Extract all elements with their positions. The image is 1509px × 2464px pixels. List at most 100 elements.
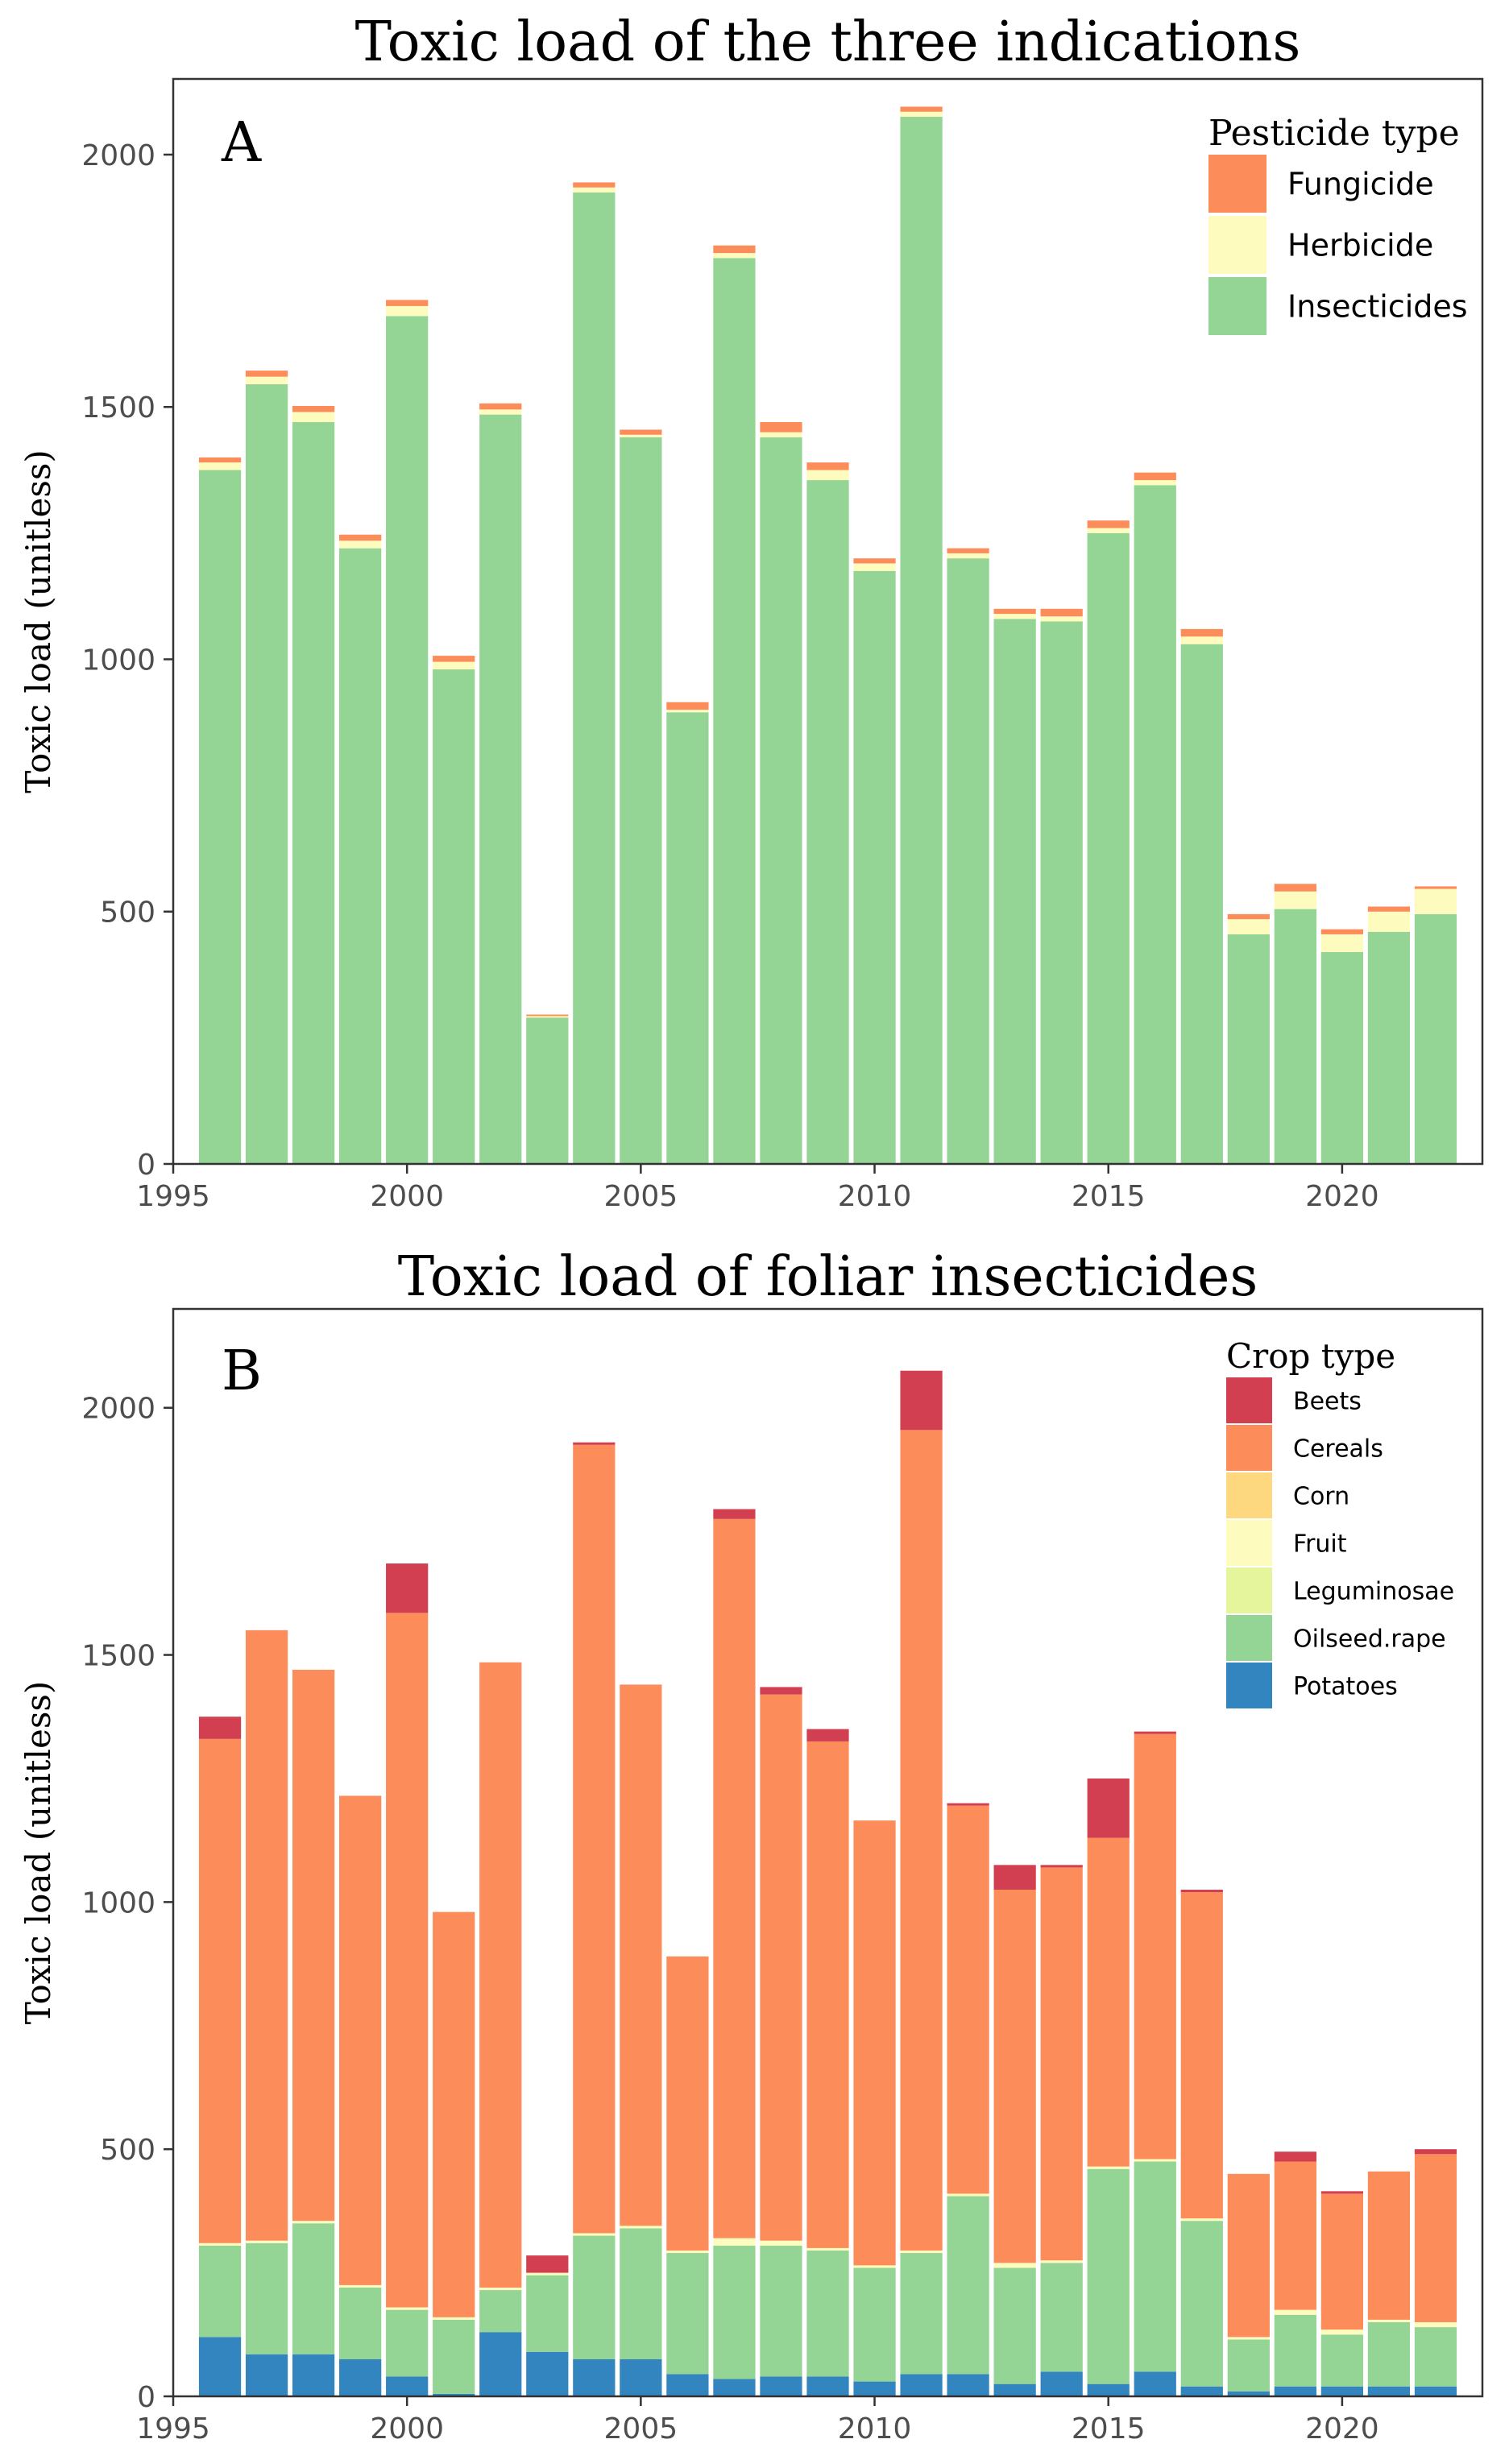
bar-herbicide-2019 xyxy=(1274,891,1316,909)
bar-potatoes-2000 xyxy=(386,2376,429,2396)
bar-fruit-2008 xyxy=(760,2240,802,2246)
plot-border xyxy=(172,1307,1484,2398)
bar-oilseed-rape-2000 xyxy=(386,2309,429,2377)
bar-fruit-2013 xyxy=(993,2263,1036,2268)
bar-insecticides-2001 xyxy=(433,669,475,1164)
bar-potatoes-2005 xyxy=(620,2358,662,2396)
bar-cereals-2015 xyxy=(1087,1837,1130,2167)
bar-potatoes-2015 xyxy=(1087,2383,1130,2396)
bar-herbicide-2010 xyxy=(853,563,896,571)
bar-fungicide-2006 xyxy=(666,702,709,710)
bar-potatoes-2020 xyxy=(1320,2386,1364,2396)
bar-fungicide-2011 xyxy=(900,106,943,112)
bar-insecticides-2007 xyxy=(713,258,756,1164)
bar-beets-2007 xyxy=(713,1509,756,1519)
bar-fungicide-2013 xyxy=(993,608,1036,615)
legend-label-insecticides: Insecticides xyxy=(1287,289,1468,325)
bar-fungicide-2005 xyxy=(620,429,662,435)
legend-label-fruit: Fruit xyxy=(1293,1530,1347,1558)
bar-oilseed-rape-2010 xyxy=(853,2267,896,2382)
bar-cereals-2000 xyxy=(386,1613,429,2308)
legend-label-fungicide: Fungicide xyxy=(1287,167,1434,202)
bar-potatoes-2007 xyxy=(713,2379,756,2396)
bar-fruit-2002 xyxy=(479,2288,522,2291)
y-tick-label: 500 xyxy=(100,2134,155,2167)
bar-fungicide-2021 xyxy=(1367,906,1411,912)
bar-cereals-2008 xyxy=(760,1694,802,2241)
bar-oilseed-rape-1998 xyxy=(292,2223,335,2354)
bar-potatoes-2013 xyxy=(993,2383,1036,2396)
bar-herbicide-1997 xyxy=(245,376,288,385)
bar-herbicide-2003 xyxy=(526,1016,569,1018)
bar-cereals-2001 xyxy=(433,1911,475,2317)
bar-fungicide-2015 xyxy=(1087,520,1130,528)
legend-title: Pesticide type xyxy=(1208,113,1460,154)
bar-herbicide-1999 xyxy=(339,540,382,549)
bar-fruit-2019 xyxy=(1274,2309,1316,2315)
bar-fruit-2005 xyxy=(620,2226,662,2229)
bar-fungicide-2014 xyxy=(1040,608,1083,617)
legend-label-beets: Beets xyxy=(1293,1387,1362,1415)
bar-cereals-2020 xyxy=(1320,2193,1364,2330)
bar-potatoes-2002 xyxy=(479,2332,522,2396)
bar-potatoes-2011 xyxy=(900,2374,943,2396)
bar-fungicide-2001 xyxy=(433,656,475,662)
legend-label-potatoes: Potatoes xyxy=(1293,1672,1398,1700)
bar-herbicide-2009 xyxy=(806,470,849,481)
bar-herbicide-2021 xyxy=(1367,911,1411,932)
bar-beets-2015 xyxy=(1087,1778,1130,1838)
bar-potatoes-1998 xyxy=(292,2354,335,2396)
bar-potatoes-1997 xyxy=(245,2354,288,2396)
bar-cereals-2005 xyxy=(620,1684,662,2226)
bar-cereals-2017 xyxy=(1180,1892,1223,2219)
bar-fruit-2004 xyxy=(573,2233,616,2236)
legend-key-oilseed-rape xyxy=(1226,1615,1272,1661)
bar-fruit-1996 xyxy=(198,2242,242,2246)
bar-insecticides-2013 xyxy=(993,619,1036,1164)
bar-oilseed-rape-2020 xyxy=(1320,2334,1364,2387)
bar-beets-2009 xyxy=(806,1729,849,1741)
bar-potatoes-1999 xyxy=(339,2358,382,2396)
bar-cereals-1996 xyxy=(198,1738,242,2243)
bar-potatoes-2010 xyxy=(853,2381,896,2396)
bar-insecticides-2000 xyxy=(386,316,429,1165)
x-tick-label: 2000 xyxy=(370,1180,444,1213)
bar-fungicide-2008 xyxy=(760,422,802,433)
bar-fungicide-2017 xyxy=(1180,628,1223,637)
bar-cereals-2022 xyxy=(1414,2154,1457,2322)
bar-potatoes-2006 xyxy=(666,2374,709,2396)
bar-oilseed-rape-2009 xyxy=(806,2250,849,2377)
bar-cereals-2019 xyxy=(1274,2161,1316,2310)
bar-insecticides-1996 xyxy=(198,470,242,1164)
bar-beets-2003 xyxy=(526,2255,569,2273)
bar-fruit-2014 xyxy=(1040,2260,1083,2263)
bar-insecticides-2018 xyxy=(1227,934,1270,1164)
bar-cereals-2011 xyxy=(900,1430,943,2251)
bar-herbicide-1996 xyxy=(198,462,242,470)
bar-fruit-2015 xyxy=(1087,2166,1130,2169)
y-tick-label: 0 xyxy=(137,1149,155,1182)
legend-key-corn xyxy=(1226,1472,1272,1518)
bars xyxy=(198,106,1457,1165)
bar-fungicide-2016 xyxy=(1134,472,1176,481)
bar-beets-2017 xyxy=(1180,1890,1223,1893)
x-tick-label: 2010 xyxy=(838,2412,912,2445)
bar-cereals-2006 xyxy=(666,1956,709,2251)
x-tick-label: 2005 xyxy=(604,2412,678,2445)
bar-insecticides-2003 xyxy=(526,1017,569,1164)
bar-fruit-2000 xyxy=(386,2307,429,2310)
bar-insecticides-2014 xyxy=(1040,621,1083,1164)
bar-potatoes-2009 xyxy=(806,2376,849,2396)
legend-key-fungicide xyxy=(1208,155,1266,213)
bar-oilseed-rape-1999 xyxy=(339,2288,382,2359)
bar-herbicide-2017 xyxy=(1180,636,1223,644)
bar-fruit-1998 xyxy=(292,2221,335,2224)
y-axis-label: Toxic load (unitless) xyxy=(19,1681,58,2025)
bar-fungicide-2003 xyxy=(526,1014,569,1017)
bar-fruit-1999 xyxy=(339,2284,382,2288)
bar-insecticides-2016 xyxy=(1134,485,1176,1164)
bar-herbicide-2012 xyxy=(947,553,989,559)
y-tick-label: 500 xyxy=(100,897,155,930)
bar-cereals-2010 xyxy=(853,1820,896,2266)
bar-cereals-2012 xyxy=(947,1805,989,2194)
